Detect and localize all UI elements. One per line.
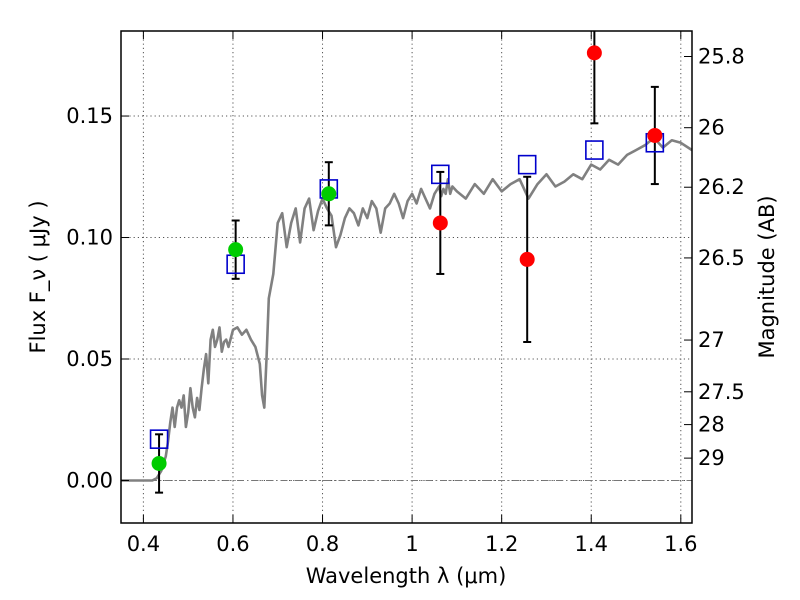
plot-frame (120, 30, 693, 524)
mag-tick-label: 27.5 (698, 380, 745, 404)
x-tick-label: 1.6 (664, 532, 697, 556)
x-axis-label: Wavelength λ (μm) (306, 564, 507, 588)
observed-point-red (432, 215, 448, 231)
axis-ticks: 0.4 0.6 0.8 1 1.2 1.4 1.6 0.00 0.05 0.10 0.15 25.8 2… (66, 31, 745, 556)
model-photometry-square (517, 154, 537, 175)
observed-point-green (321, 186, 337, 202)
x-tick-label: 1.4 (575, 532, 608, 556)
x-tick-label: 0.8 (306, 532, 339, 556)
y2-axis-label: Magnitude (AB) (755, 195, 779, 358)
mag-tick-label: 29 (698, 446, 725, 470)
x-tick-label: 0.6 (216, 532, 249, 556)
model-photometry-square (431, 164, 450, 185)
mag-tick-label: 28 (698, 413, 725, 437)
observed-point-green (228, 242, 244, 258)
observed-point-red (647, 127, 663, 143)
y-tick-label: 0.00 (66, 468, 113, 492)
y-axis-label: Flux F_ν ( μJy ) (26, 200, 51, 353)
y-tick-label: 0.15 (66, 104, 113, 128)
observed-point-green (151, 455, 167, 471)
observed-point-red (586, 45, 602, 61)
model-photometry-square (585, 140, 604, 160)
sed-model-line (121, 136, 692, 482)
model-photometry-square (149, 429, 169, 449)
mag-tick-label: 26.2 (698, 175, 745, 199)
x-tick-label: 1.2 (485, 532, 518, 556)
observed-point-red (519, 251, 535, 267)
mag-tick-label: 26 (698, 116, 725, 140)
x-tick-label: 1 (405, 532, 418, 556)
x-tick-label: 0.4 (127, 532, 160, 556)
y-tick-label: 0.05 (66, 347, 113, 371)
plot-area (121, 31, 692, 494)
mag-tick-label: 26.5 (698, 246, 745, 270)
mag-tick-label: 25.8 (698, 45, 745, 69)
y-tick-label: 0.10 (66, 226, 113, 250)
mag-tick-label: 27 (698, 328, 725, 352)
